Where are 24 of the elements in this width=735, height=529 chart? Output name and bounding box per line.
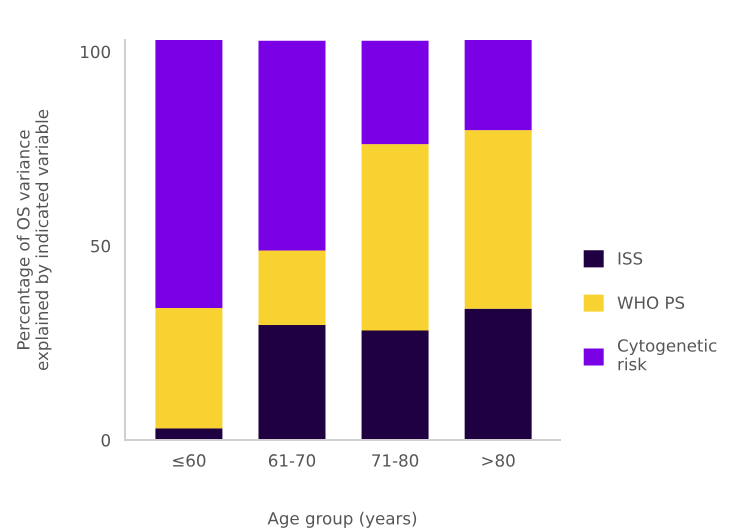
bar: [362, 144, 429, 330]
bar: [258, 250, 326, 326]
bar: [464, 308, 532, 440]
y-tick-label: 0: [102, 434, 110, 447]
legend-label: WHO PS: [618, 296, 684, 310]
bar: [155, 428, 222, 440]
bar: [155, 308, 222, 428]
bar: [362, 40, 429, 144]
x-tick-label: >80: [482, 454, 515, 467]
legend-label: Cytogenetic risk: [618, 338, 716, 370]
bar: [464, 40, 532, 130]
bar: [258, 325, 326, 440]
x-tick-label: 61-70: [268, 454, 316, 467]
legend-label: ISS: [618, 252, 642, 265]
bar: [464, 130, 532, 309]
y-tick-label: 50: [91, 240, 110, 252]
x-tick-label: 71-80: [372, 454, 418, 467]
y-tick-label: 100: [81, 46, 110, 58]
bar: [362, 330, 429, 440]
x-tick-label: ≤60: [173, 454, 206, 467]
bar: [155, 40, 222, 308]
x-axis-title: Age group (years): [268, 512, 416, 528]
bar: [258, 40, 326, 250]
y-axis-title: Percentage of OS variance explained by indicated variable: [16, 110, 52, 370]
